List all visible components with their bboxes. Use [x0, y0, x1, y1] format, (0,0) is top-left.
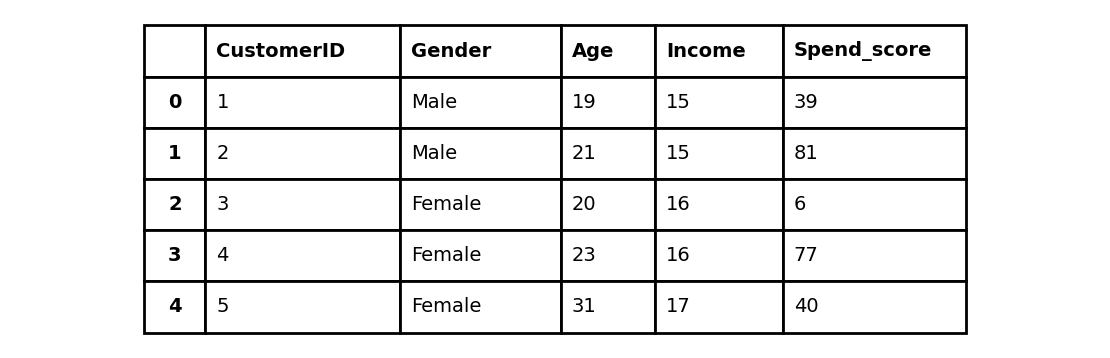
- Text: Income: Income: [666, 42, 746, 61]
- Bar: [400, 77, 561, 128]
- Text: 3: 3: [216, 195, 229, 214]
- Bar: [144, 230, 205, 281]
- Text: Female: Female: [411, 195, 481, 214]
- Bar: [400, 179, 561, 230]
- Text: 21: 21: [572, 144, 596, 163]
- Bar: [783, 281, 966, 333]
- Text: 31: 31: [572, 297, 596, 316]
- Bar: [655, 77, 783, 128]
- Text: Female: Female: [411, 246, 481, 265]
- Bar: [144, 25, 205, 77]
- Bar: [205, 179, 400, 230]
- Bar: [655, 128, 783, 179]
- Bar: [561, 77, 655, 128]
- Bar: [205, 77, 400, 128]
- Bar: [144, 128, 205, 179]
- Text: 20: 20: [572, 195, 596, 214]
- Text: 3: 3: [168, 246, 182, 265]
- Bar: [783, 77, 966, 128]
- Bar: [400, 128, 561, 179]
- Text: 6: 6: [794, 195, 806, 214]
- Bar: [144, 77, 205, 128]
- Text: 19: 19: [572, 93, 596, 112]
- Text: Male: Male: [411, 144, 457, 163]
- Bar: [783, 128, 966, 179]
- Text: CustomerID: CustomerID: [216, 42, 345, 61]
- Bar: [783, 230, 966, 281]
- Text: 0: 0: [168, 93, 182, 112]
- Bar: [561, 128, 655, 179]
- Bar: [655, 25, 783, 77]
- Bar: [205, 230, 400, 281]
- Bar: [144, 179, 205, 230]
- Bar: [400, 230, 561, 281]
- Bar: [561, 281, 655, 333]
- Text: Gender: Gender: [411, 42, 491, 61]
- Bar: [655, 230, 783, 281]
- Text: 15: 15: [666, 144, 690, 163]
- Text: 5: 5: [216, 297, 229, 316]
- Text: 16: 16: [666, 195, 690, 214]
- Text: Female: Female: [411, 297, 481, 316]
- Text: 17: 17: [666, 297, 690, 316]
- Bar: [561, 230, 655, 281]
- Text: Spend_score: Spend_score: [794, 41, 932, 61]
- Text: 4: 4: [216, 246, 229, 265]
- Text: 23: 23: [572, 246, 596, 265]
- Bar: [400, 281, 561, 333]
- Bar: [783, 25, 966, 77]
- Text: 40: 40: [794, 297, 818, 316]
- Bar: [205, 281, 400, 333]
- Text: Age: Age: [572, 42, 614, 61]
- Text: 2: 2: [168, 195, 182, 214]
- Text: Male: Male: [411, 93, 457, 112]
- Bar: [655, 281, 783, 333]
- Text: 16: 16: [666, 246, 690, 265]
- Bar: [205, 128, 400, 179]
- Bar: [561, 25, 655, 77]
- Bar: [144, 281, 205, 333]
- Bar: [205, 25, 400, 77]
- Text: 1: 1: [216, 93, 229, 112]
- Text: 77: 77: [794, 246, 818, 265]
- Bar: [561, 179, 655, 230]
- Bar: [783, 179, 966, 230]
- Bar: [400, 25, 561, 77]
- Text: 81: 81: [794, 144, 818, 163]
- Text: 15: 15: [666, 93, 690, 112]
- Text: 39: 39: [794, 93, 818, 112]
- Text: 1: 1: [168, 144, 182, 163]
- Text: 4: 4: [168, 297, 182, 316]
- Bar: [655, 179, 783, 230]
- Text: 2: 2: [216, 144, 229, 163]
